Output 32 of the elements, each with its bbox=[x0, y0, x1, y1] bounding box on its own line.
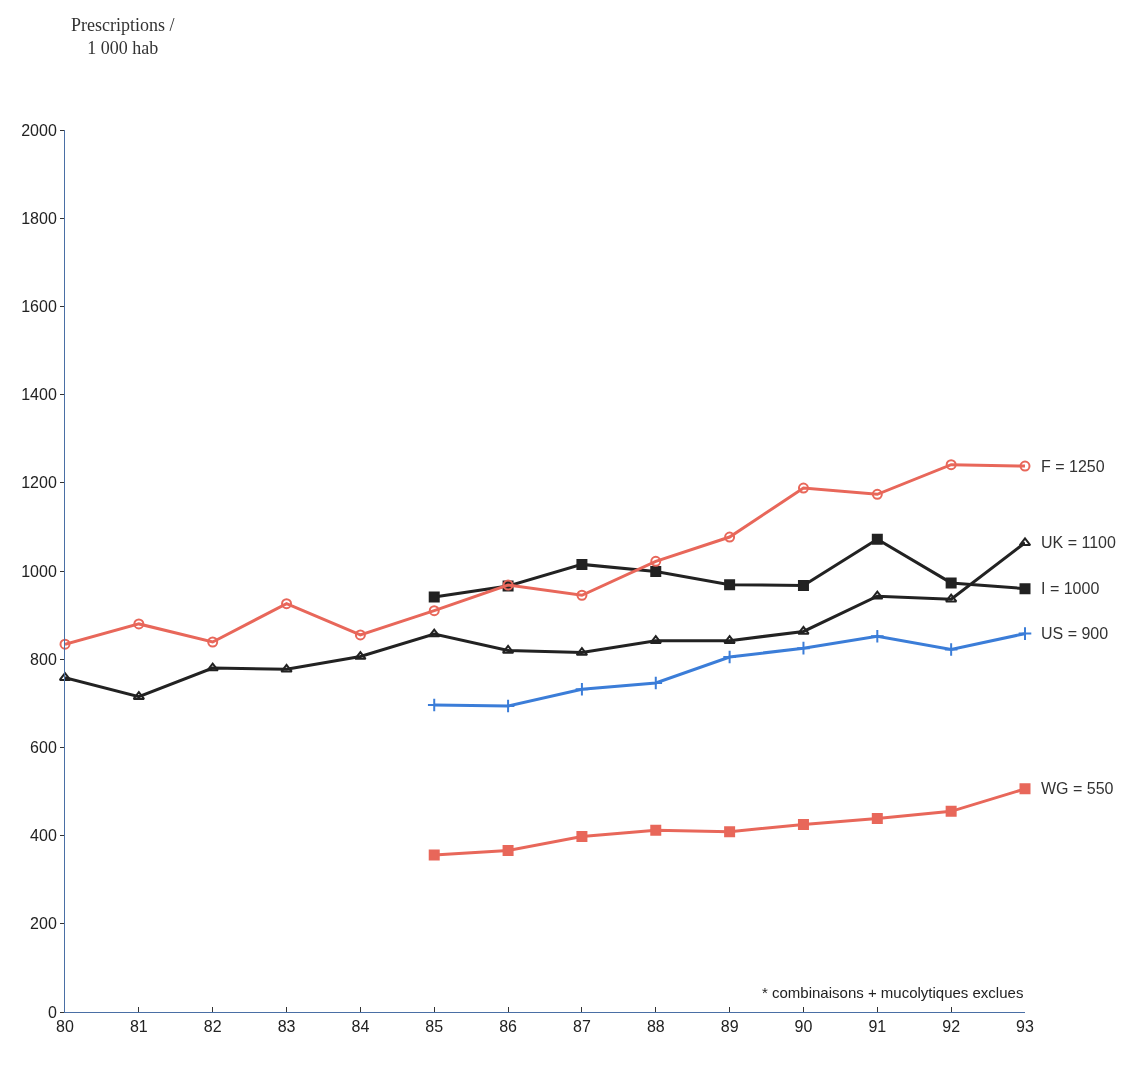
y-tick-label: 400 bbox=[30, 827, 57, 845]
x-tick-label: 93 bbox=[1016, 1018, 1034, 1036]
y-tick-label: 200 bbox=[30, 915, 57, 933]
y-tick-label: 0 bbox=[47, 1003, 57, 1021]
y-tick-label: 1800 bbox=[21, 209, 57, 227]
x-tick-label: 85 bbox=[425, 1018, 444, 1036]
x-tick-label: 82 bbox=[203, 1018, 222, 1036]
annotation: * combinaisons + mucolytiques exclues bbox=[762, 984, 1024, 1001]
y-tick-label: 800 bbox=[30, 650, 57, 668]
series-label: UK = 1100 bbox=[1041, 534, 1116, 551]
x-tick-label: 80 bbox=[56, 1018, 74, 1036]
y-tick-label: 1200 bbox=[21, 474, 57, 492]
y-tick-label: 2000 bbox=[21, 121, 57, 139]
x-tick-label: 87 bbox=[573, 1018, 591, 1036]
x-tick-label: 90 bbox=[794, 1018, 813, 1036]
x-tick-label: 81 bbox=[129, 1018, 148, 1036]
x-tick-label: 86 bbox=[499, 1018, 518, 1036]
x-tick-label: 84 bbox=[351, 1018, 370, 1036]
series-label: I = 1000 bbox=[1041, 580, 1100, 597]
series-label: F = 1250 bbox=[1041, 458, 1105, 475]
y-axis-title: Prescriptions / 1 000 hab bbox=[71, 15, 175, 59]
series-label: WG = 550 bbox=[1041, 780, 1114, 797]
y-tick-label: 1400 bbox=[21, 386, 57, 404]
y-tick-label: 600 bbox=[30, 739, 57, 756]
y-tick-label: 1000 bbox=[21, 562, 57, 580]
x-tick-label: 88 bbox=[646, 1018, 665, 1036]
x-tick-label: 83 bbox=[277, 1018, 296, 1036]
x-tick-label: 89 bbox=[720, 1018, 739, 1036]
series-label: US = 900 bbox=[1041, 625, 1109, 642]
x-tick-label: 91 bbox=[868, 1018, 887, 1036]
y-tick-label: 1600 bbox=[21, 298, 57, 315]
x-tick-label: 92 bbox=[942, 1018, 961, 1036]
